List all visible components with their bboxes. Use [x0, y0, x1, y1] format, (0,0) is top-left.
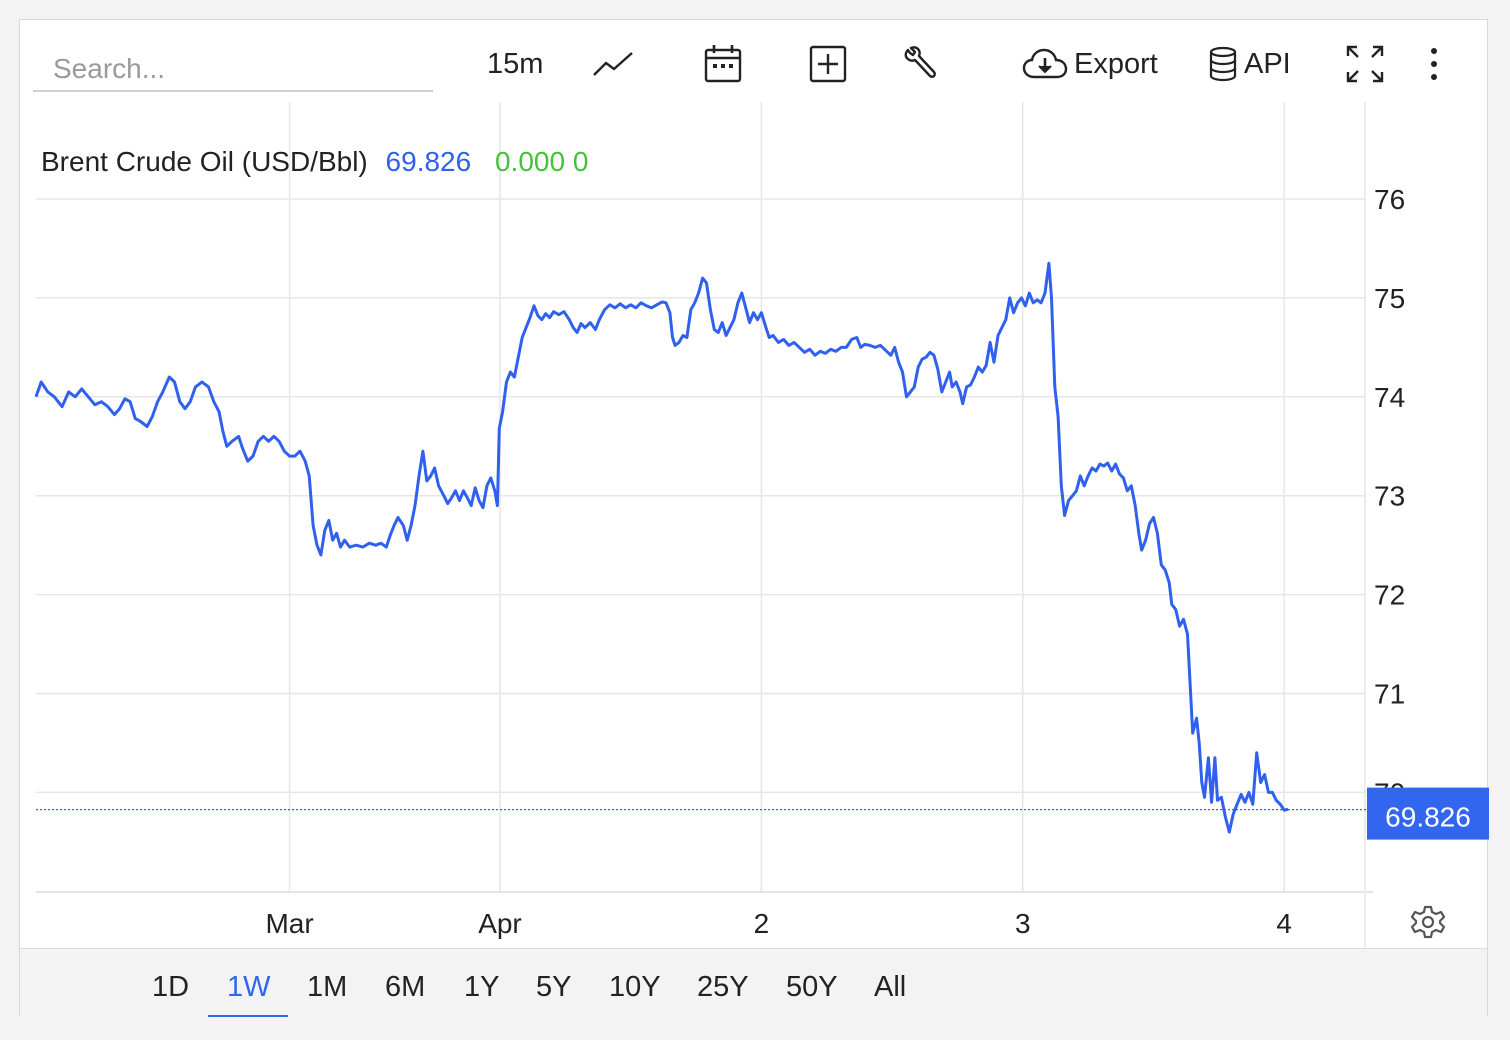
line-chart-icon [593, 52, 633, 76]
gear-icon [1410, 905, 1446, 939]
api-button[interactable]: API [1208, 44, 1291, 84]
toolbar: 15m [20, 20, 1487, 110]
gridlines [36, 102, 1365, 892]
x-tick-label: Apr [478, 908, 522, 939]
chart-type-button[interactable] [592, 44, 634, 84]
search-input[interactable] [33, 48, 433, 92]
y-tick-label: 71 [1374, 679, 1405, 710]
range-button-1w[interactable]: 1W [227, 971, 271, 1003]
chart-settings-button[interactable] [1410, 904, 1446, 945]
last-price-badge-bg [1367, 787, 1489, 840]
chart-title: Brent Crude Oil (USD/Bbl) [41, 146, 368, 177]
expand-icon [1346, 45, 1384, 83]
y-tick-label: 76 [1374, 184, 1405, 215]
x-axis-labels: Mar Apr 2 3 4 [265, 908, 1292, 939]
chart-panel: 15m [19, 19, 1489, 1017]
calendar-button[interactable] [704, 44, 742, 84]
last-value: 69.826 [386, 146, 472, 177]
price-change: 0.000 0 [495, 146, 588, 177]
range-button-10y[interactable]: 10Y [609, 971, 661, 1003]
range-button-1d[interactable]: 1D [152, 971, 190, 1003]
y-tick-label: 72 [1374, 580, 1405, 611]
interval-selector[interactable]: 15m [487, 44, 543, 84]
range-button-1m[interactable]: 1M [307, 971, 348, 1003]
range-button-5y[interactable]: 5Y [536, 971, 572, 1003]
range-button-50y[interactable]: 50Y [786, 971, 838, 1003]
plus-box-icon [809, 45, 847, 83]
export-button[interactable]: Export [1022, 44, 1158, 84]
active-range-underline [208, 1015, 288, 1017]
range-button-1y[interactable]: 1Y [464, 971, 500, 1003]
y-tick-label: 73 [1374, 481, 1405, 512]
api-label: API [1244, 47, 1291, 80]
y-tick-label: 75 [1374, 283, 1405, 314]
interval-label: 15m [487, 47, 544, 80]
range-button-6m[interactable]: 6M [385, 971, 426, 1003]
y-axis-labels: 70717273747576 [1374, 184, 1405, 808]
last-price-badge-text: 69.826 [1385, 802, 1471, 833]
add-indicator-button[interactable] [809, 44, 847, 84]
calendar-icon [704, 45, 742, 83]
x-tick-label: 2 [754, 908, 770, 939]
x-tick-label: 3 [1015, 908, 1031, 939]
y-tick-label: 74 [1374, 382, 1405, 413]
range-selector: 1D 1W 1M 6M 1Y 5Y 10Y 25Y 50Y All [20, 948, 1487, 1017]
cloud-download-icon [1022, 48, 1068, 79]
range-button-all[interactable]: All [874, 971, 907, 1003]
range-button-25y[interactable]: 25Y [697, 971, 749, 1003]
last-price-badge: 69.826 [1367, 787, 1489, 840]
tools-button[interactable] [902, 44, 940, 84]
chart-title-line: Brent Crude Oil (USD/Bbl) 69.826 0.000 0 [41, 146, 588, 177]
x-tick-label: Mar [265, 908, 313, 939]
database-icon [1209, 46, 1237, 82]
fullscreen-button[interactable] [1345, 44, 1385, 84]
vertical-dots-icon [1431, 48, 1437, 80]
export-label: Export [1074, 47, 1158, 80]
x-tick-label: 4 [1276, 908, 1292, 939]
wrench-icon [904, 46, 936, 78]
price-series-line [34, 261, 1289, 834]
more-menu-button[interactable] [1428, 44, 1440, 84]
